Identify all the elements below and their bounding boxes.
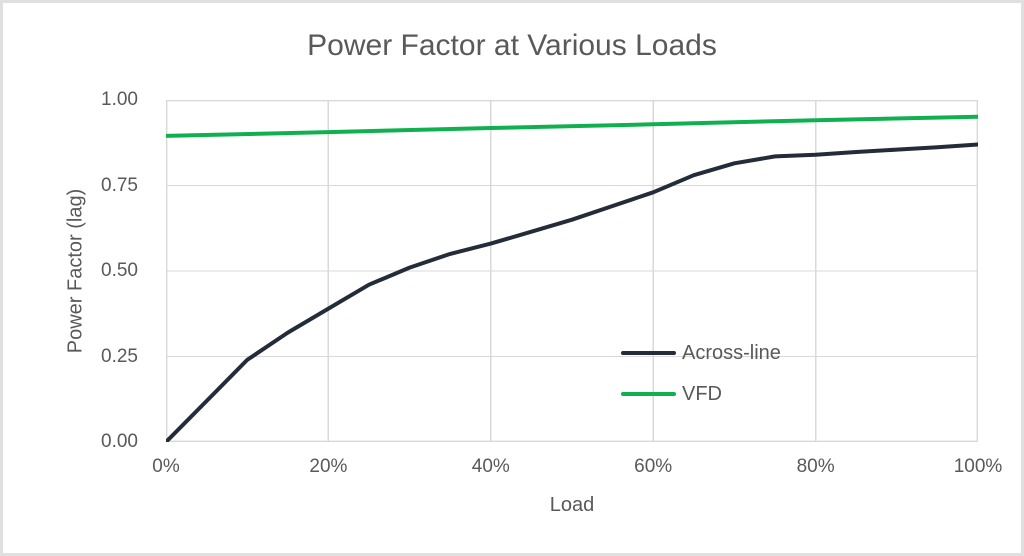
series-line-vfd xyxy=(166,114,978,138)
chart-legend: Across-line VFD xyxy=(621,341,781,406)
y-tick-label: 0.25 xyxy=(101,345,138,367)
plot-canvas xyxy=(166,100,978,442)
plot-area xyxy=(166,100,978,442)
x-axis-title: Load xyxy=(549,494,595,516)
legend-label: VFD xyxy=(682,382,722,405)
y-axis-title: Power Factor (lag) xyxy=(64,188,87,354)
chart-title: Power Factor at Various Loads xyxy=(307,29,717,62)
y-tick-label: 0.00 xyxy=(101,431,138,452)
plot-border xyxy=(166,100,978,442)
x-tick-label: 100% xyxy=(953,456,1003,477)
legend-item: VFD xyxy=(621,382,781,406)
legend-item: Across-line xyxy=(621,341,781,365)
y-tick-label: 0.75 xyxy=(101,174,138,196)
x-tick-label: 80% xyxy=(796,456,835,477)
legend-line-swatch xyxy=(621,392,676,396)
y-tick-label: 0.50 xyxy=(101,260,138,281)
legend-line-swatch xyxy=(621,351,676,355)
x-tick-label: 40% xyxy=(471,456,510,477)
x-tick-label: 20% xyxy=(309,456,348,477)
x-tick-label: 60% xyxy=(634,456,673,477)
legend-label: Across-line xyxy=(682,341,781,364)
y-tick-label: 1.00 xyxy=(101,89,138,110)
series-line-across-line xyxy=(166,142,978,442)
x-tick-label: 0% xyxy=(152,456,180,477)
